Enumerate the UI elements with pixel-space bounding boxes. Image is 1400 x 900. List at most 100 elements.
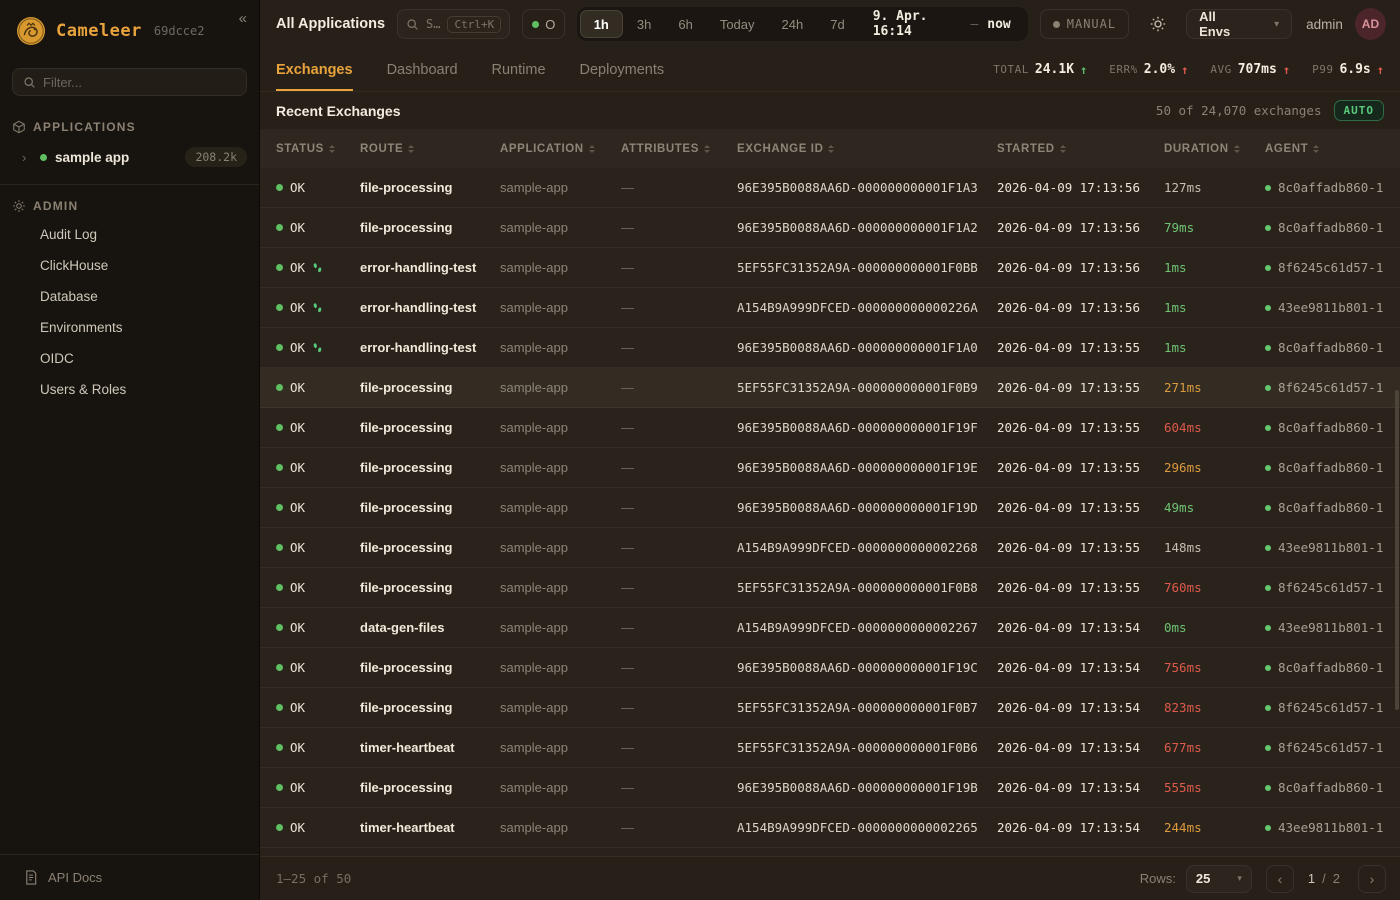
duration-cell: 555ms xyxy=(1164,780,1202,795)
chevron-down-icon: ▾ xyxy=(1237,873,1242,883)
stat-label: ERR% xyxy=(1109,63,1138,76)
status-cell: OK xyxy=(276,300,360,315)
time-range-3h[interactable]: 3h xyxy=(636,16,652,32)
route-cell: file-processing xyxy=(360,180,453,195)
status-ok-dot xyxy=(276,664,283,671)
sidebar-collapse-icon[interactable]: « xyxy=(238,10,247,27)
table-row[interactable]: OK timer-heartbeat sample-app — A154B9A999DF… xyxy=(260,808,1400,848)
status-text: OK xyxy=(290,340,306,355)
route-cell: file-processing xyxy=(360,380,453,395)
application-cell: sample-app xyxy=(500,260,568,275)
sidebar-item-environments[interactable]: Environments xyxy=(40,320,123,335)
avatar[interactable]: AD xyxy=(1354,8,1386,40)
table-row[interactable]: OK file-processing sample-app — 96E395B0088A… xyxy=(260,488,1400,528)
table-row[interactable]: OK error-handling-test sample-app — A154B9A9… xyxy=(260,288,1400,328)
duration-cell: 296ms xyxy=(1164,460,1202,475)
column-header-status[interactable]: STATUS xyxy=(276,143,360,155)
cube-icon xyxy=(12,120,26,134)
status-cell: OK xyxy=(276,700,360,715)
table-row[interactable]: OK file-processing sample-app — 96E395B0088A… xyxy=(260,648,1400,688)
sidebar-item-users-roles[interactable]: Users & Roles xyxy=(40,382,127,397)
live-status-indicator[interactable]: O xyxy=(522,9,565,39)
rows-per-page-select[interactable]: 25 ▾ xyxy=(1185,864,1252,893)
agent-id: 43ee9811b801-1 xyxy=(1278,620,1384,635)
time-range-6h[interactable]: 6h xyxy=(678,16,693,32)
admin-section-label: ADMIN xyxy=(0,189,259,219)
status-text: OK xyxy=(290,580,306,595)
column-header-application[interactable]: APPLICATION xyxy=(500,143,621,155)
search-icon xyxy=(23,76,36,89)
global-search[interactable]: S… Ctrl+K xyxy=(397,9,511,39)
table-row[interactable]: OK error-handling-test sample-app — 5EF55FC3… xyxy=(260,248,1400,288)
column-header-exchange-id[interactable]: EXCHANGE ID xyxy=(737,143,997,155)
agent-status-dot xyxy=(1265,264,1271,271)
sidebar-item-sample-app[interactable]: › sample app 208.2k xyxy=(0,140,259,174)
scrollbar-thumb[interactable] xyxy=(1395,390,1399,710)
time-range-today[interactable]: Today xyxy=(719,16,755,32)
manual-refresh-button[interactable]: MANUAL xyxy=(1039,9,1130,39)
column-header-started[interactable]: STARTED xyxy=(997,143,1164,155)
status-cell: OK xyxy=(276,660,360,675)
table-row[interactable]: OK file-processing sample-app — A154B9A999DF… xyxy=(260,528,1400,568)
status-ok-dot xyxy=(276,624,283,631)
time-range-24h[interactable]: 24h xyxy=(781,16,804,32)
table-row[interactable]: OK file-processing sample-app — 96E395B0088A… xyxy=(260,448,1400,488)
status-cell: OK xyxy=(276,740,360,755)
table-row[interactable]: OK file-processing sample-app — 96E395B0088A… xyxy=(260,168,1400,208)
agent-id: 8c0affadb860-1 xyxy=(1278,180,1384,195)
sidebar-item-api-docs[interactable]: API Docs xyxy=(0,854,259,900)
table-row[interactable]: OK data-gen-files sample-app — A154B9A999DFC… xyxy=(260,608,1400,648)
route-cell: error-handling-test xyxy=(360,260,477,275)
status-text: OK xyxy=(290,820,306,835)
exchange-id-cell: 96E395B0088AA6D-000000000001F19D xyxy=(737,500,978,515)
column-header-attributes[interactable]: ATTRIBUTES xyxy=(621,143,737,155)
exchange-id-cell: A154B9A999DFCED-0000000000002267 xyxy=(737,620,978,635)
sidebar-item-database[interactable]: Database xyxy=(40,289,98,304)
time-range-7d[interactable]: 7d xyxy=(830,16,845,32)
agent-status-dot xyxy=(1265,344,1271,351)
agent-status-dot xyxy=(1265,664,1271,671)
tab-dashboard[interactable]: Dashboard xyxy=(386,61,458,78)
table-row[interactable]: OK file-processing sample-app — 5EF55FC31352… xyxy=(260,368,1400,408)
table-row[interactable]: OK file-processing sample-app — 96E395B0088A… xyxy=(260,768,1400,808)
sidebar-item-oidc[interactable]: OIDC xyxy=(40,351,74,366)
agent-cell: 8f6245c61d57-1 xyxy=(1265,740,1384,755)
sidebar-item-audit-log[interactable]: Audit Log xyxy=(40,227,98,242)
table-row[interactable]: OK file-processing sample-app — 5EF55FC31352… xyxy=(260,688,1400,728)
auto-refresh-badge[interactable]: AUTO xyxy=(1333,100,1384,121)
table-row[interactable]: OK timer-heartbeat sample-app — 5EF55FC31352… xyxy=(260,728,1400,768)
footprints-icon xyxy=(312,342,323,354)
stat-value: 24.1K xyxy=(1034,62,1075,77)
agent-cell: 8c0affadb860-1 xyxy=(1265,180,1384,195)
prev-page-button[interactable]: ‹ xyxy=(1265,864,1294,893)
started-cell: 2026-04-09 17:13:55 xyxy=(997,580,1140,595)
chevron-right-icon[interactable]: › xyxy=(22,149,27,165)
environment-dropdown[interactable]: All Envs ▾ xyxy=(1186,9,1293,39)
tab-exchanges[interactable]: Exchanges xyxy=(276,48,353,91)
sidebar-filter[interactable] xyxy=(12,68,247,96)
time-range-1h[interactable]: 1h xyxy=(579,10,623,38)
agent-status-dot xyxy=(1265,464,1271,471)
sidebar-item-clickhouse[interactable]: ClickHouse xyxy=(40,258,109,273)
column-header-agent[interactable]: AGENT xyxy=(1265,143,1384,155)
tab-deployments[interactable]: Deployments xyxy=(579,61,665,78)
column-header-duration[interactable]: DURATION xyxy=(1164,143,1265,155)
status-cell: OK xyxy=(276,580,360,595)
table-row[interactable]: OK file-processing sample-app — 5EF55FC31352… xyxy=(260,568,1400,608)
filter-input[interactable] xyxy=(43,74,236,90)
agent-cell: 43ee9811b801-1 xyxy=(1265,820,1384,835)
theme-toggle-button[interactable] xyxy=(1141,9,1174,39)
column-header-route[interactable]: ROUTE xyxy=(360,143,500,155)
attributes-cell: — xyxy=(621,420,634,435)
time-range-display[interactable]: 9. Apr. 16:14 — now xyxy=(859,9,1025,39)
table-row[interactable]: OK file-processing sample-app — 96E395B0088A… xyxy=(260,208,1400,248)
sidebar-divider xyxy=(0,184,259,185)
attributes-cell: — xyxy=(621,220,634,235)
column-label: STATUS xyxy=(276,142,324,155)
table-row[interactable]: OK file-processing sample-app — 96E395B0088A… xyxy=(260,408,1400,448)
tab-runtime[interactable]: Runtime xyxy=(491,61,546,78)
agent-status-dot xyxy=(1265,544,1271,551)
table-row[interactable]: OK error-handling-test sample-app — 96E395B0… xyxy=(260,328,1400,368)
exchange-id-cell: 96E395B0088AA6D-000000000001F19E xyxy=(737,460,978,475)
next-page-button[interactable]: › xyxy=(1358,864,1386,893)
